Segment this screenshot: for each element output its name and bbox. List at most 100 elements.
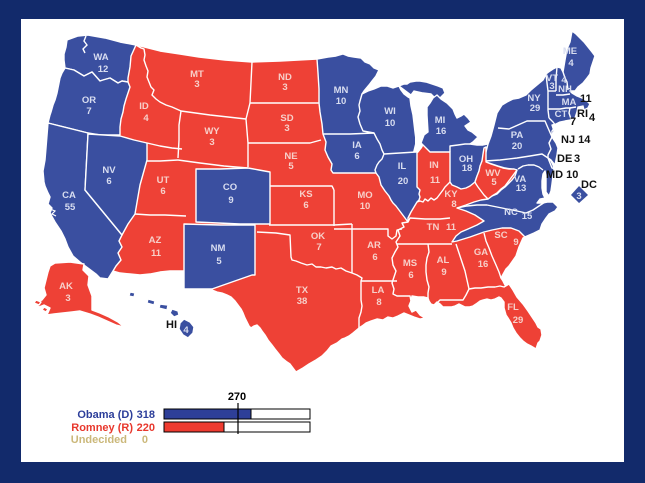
svg-text:HI: HI — [166, 319, 177, 331]
svg-text:RI: RI — [577, 108, 588, 120]
svg-text:WV: WV — [485, 168, 501, 179]
svg-text:11: 11 — [580, 93, 592, 105]
svg-text:ND: ND — [278, 72, 292, 83]
svg-text:ME: ME — [563, 46, 577, 57]
svg-text:OH: OH — [459, 154, 473, 165]
svg-text:FL: FL — [507, 302, 519, 313]
svg-text:20: 20 — [398, 176, 409, 187]
svg-text:3: 3 — [282, 82, 287, 93]
svg-text:CO: CO — [223, 182, 237, 193]
svg-text:OR: OR — [82, 95, 96, 106]
svg-text:MI: MI — [435, 115, 446, 126]
svg-text:NH: NH — [558, 84, 572, 95]
svg-text:TN: TN — [427, 222, 440, 233]
svg-text:ID: ID — [139, 101, 149, 112]
svg-text:PA: PA — [511, 130, 524, 141]
svg-text:MS: MS — [403, 258, 417, 269]
svg-text:11: 11 — [151, 248, 162, 259]
svg-text:MA: MA — [562, 97, 577, 108]
svg-text:6: 6 — [106, 176, 111, 187]
svg-text:MN: MN — [334, 85, 349, 96]
svg-text:4: 4 — [561, 75, 567, 86]
svg-text:10: 10 — [336, 96, 347, 107]
svg-text:VT: VT — [546, 73, 558, 84]
svg-text:OK: OK — [311, 231, 325, 242]
svg-text:DE: DE — [557, 153, 572, 165]
svg-text:10: 10 — [385, 118, 396, 129]
svg-text:Undecided: Undecided — [71, 434, 127, 446]
svg-text:9: 9 — [441, 267, 446, 278]
svg-text:7: 7 — [570, 116, 576, 128]
svg-text:CT: CT — [555, 109, 568, 120]
svg-text:IN: IN — [429, 160, 439, 171]
svg-text:GA: GA — [474, 247, 488, 258]
svg-text:MO: MO — [357, 190, 372, 201]
svg-text:IL: IL — [398, 161, 407, 172]
svg-text:3: 3 — [194, 79, 199, 90]
svg-text:WA: WA — [93, 52, 108, 63]
svg-text:3: 3 — [209, 137, 214, 148]
svg-text:LA: LA — [372, 285, 385, 296]
svg-text:6: 6 — [372, 252, 377, 263]
svg-text:3: 3 — [65, 293, 70, 304]
svg-text:6: 6 — [408, 270, 413, 281]
svg-text:NV: NV — [102, 165, 116, 176]
svg-text:SD: SD — [280, 113, 293, 124]
svg-text:11: 11 — [430, 175, 441, 186]
svg-text:6: 6 — [160, 186, 165, 197]
svg-text:AK: AK — [59, 281, 73, 292]
svg-text:7: 7 — [86, 106, 91, 117]
svg-text:9: 9 — [228, 195, 233, 206]
svg-text:6: 6 — [303, 200, 308, 211]
svg-text:Romney (R): Romney (R) — [71, 422, 133, 434]
svg-text:DC: DC — [581, 179, 597, 191]
svg-text:55: 55 — [65, 202, 76, 213]
svg-text:WI: WI — [384, 106, 396, 117]
svg-text:11: 11 — [446, 222, 457, 233]
svg-text:12: 12 — [98, 64, 109, 75]
svg-text:4: 4 — [143, 113, 149, 124]
svg-text:270: 270 — [228, 391, 246, 403]
svg-text:MD 10: MD 10 — [546, 169, 578, 181]
svg-text:4: 4 — [589, 112, 596, 124]
svg-text:9: 9 — [513, 237, 518, 248]
svg-text:10: 10 — [360, 201, 371, 212]
svg-text:IA: IA — [352, 140, 362, 151]
svg-text:3: 3 — [549, 81, 554, 92]
svg-text:KY: KY — [444, 189, 458, 200]
svg-text:18: 18 — [462, 163, 473, 174]
svg-text:20: 20 — [512, 141, 523, 152]
svg-text:8: 8 — [451, 199, 456, 210]
svg-text:16: 16 — [478, 259, 489, 270]
svg-text:0: 0 — [142, 434, 148, 446]
svg-text:TX: TX — [296, 285, 309, 296]
svg-text:7: 7 — [316, 242, 321, 253]
svg-text:UT: UT — [157, 175, 170, 186]
svg-text:AZ: AZ — [149, 235, 162, 246]
svg-text:NM: NM — [211, 243, 226, 254]
svg-text:4: 4 — [183, 325, 189, 336]
svg-text:38: 38 — [297, 296, 308, 307]
svg-text:MT: MT — [190, 69, 204, 80]
svg-text:NE: NE — [284, 151, 297, 162]
svg-text:3: 3 — [576, 191, 581, 202]
svg-text:8: 8 — [376, 297, 381, 308]
svg-text:CA: CA — [62, 190, 76, 201]
svg-text:318: 318 — [137, 409, 155, 421]
svg-text:Obama (D): Obama (D) — [77, 409, 133, 421]
svg-text:KS: KS — [299, 189, 312, 200]
svg-text:VA: VA — [514, 174, 527, 185]
svg-text:6: 6 — [354, 151, 359, 162]
svg-text:220: 220 — [137, 422, 155, 434]
svg-text:3: 3 — [574, 153, 580, 165]
svg-text:5: 5 — [491, 177, 497, 188]
svg-text:NJ 14: NJ 14 — [561, 134, 591, 146]
svg-text:AR: AR — [367, 240, 381, 251]
svg-text:16: 16 — [436, 126, 447, 137]
svg-text:5: 5 — [216, 256, 222, 267]
svg-text:15: 15 — [522, 211, 533, 222]
svg-text:4: 4 — [568, 58, 574, 69]
svg-text:WY: WY — [204, 126, 220, 137]
svg-text:NC: NC — [504, 207, 518, 218]
svg-text:NY: NY — [527, 93, 541, 104]
